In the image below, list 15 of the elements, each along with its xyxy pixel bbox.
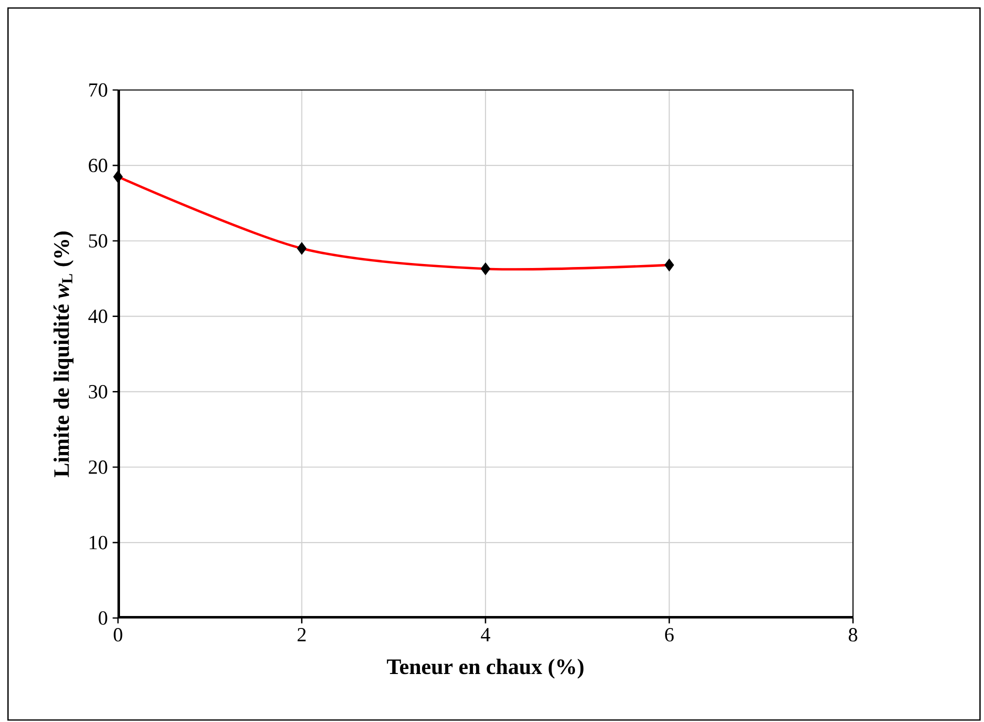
y-tick-label: 50 xyxy=(89,234,108,248)
y-tick-label: 20 xyxy=(88,460,108,474)
x-tick-label: 6 xyxy=(665,628,674,642)
x-axis-title: Teneur en chaux (%) xyxy=(386,658,584,679)
y-tick-label: 60 xyxy=(88,158,108,172)
x-tick-label: 0 xyxy=(114,628,122,642)
x-tick-label: 4 xyxy=(480,628,490,642)
y-tick-label: 70 xyxy=(89,83,108,97)
y-tick-label: 30 xyxy=(88,384,108,398)
x-tick-label: 8 xyxy=(848,628,858,642)
x-tick-label: 2 xyxy=(298,628,306,642)
y-tick-label: 0 xyxy=(98,611,108,625)
y-axis-title: Limite de liquidité w$_{L}$ (%) xyxy=(54,232,74,478)
y-tick-label: 10 xyxy=(90,536,108,550)
y-tick-label: 40 xyxy=(88,310,108,324)
